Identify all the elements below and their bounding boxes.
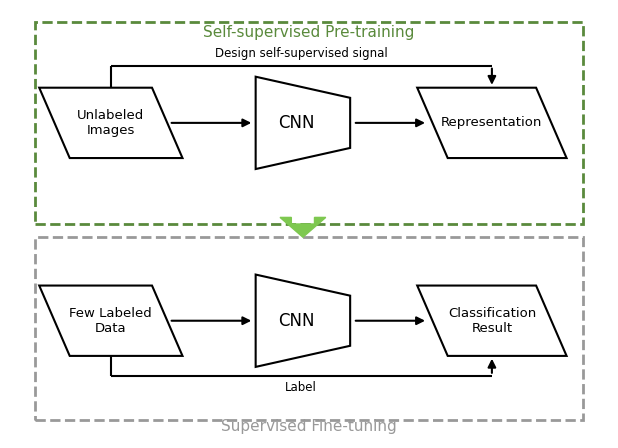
FancyBboxPatch shape (35, 237, 583, 420)
Text: Unlabeled
Images: Unlabeled Images (77, 109, 145, 137)
Text: Classification
Result: Classification Result (448, 307, 536, 335)
Polygon shape (256, 275, 350, 367)
Text: Design self-supervised signal: Design self-supervised signal (214, 47, 387, 60)
Text: CNN: CNN (279, 114, 315, 132)
Text: Supervised Fine-tuning: Supervised Fine-tuning (221, 419, 397, 434)
Text: Few Labeled
Data: Few Labeled Data (69, 307, 152, 335)
Text: CNN: CNN (279, 312, 315, 330)
Text: Self-supervised Pre-training: Self-supervised Pre-training (203, 25, 415, 40)
Text: Label: Label (285, 381, 317, 394)
Text: Representation: Representation (441, 116, 543, 129)
Polygon shape (39, 285, 182, 356)
Polygon shape (417, 88, 567, 158)
Polygon shape (39, 88, 182, 158)
Polygon shape (417, 285, 567, 356)
Polygon shape (256, 77, 350, 169)
Polygon shape (280, 217, 326, 237)
FancyBboxPatch shape (35, 22, 583, 224)
